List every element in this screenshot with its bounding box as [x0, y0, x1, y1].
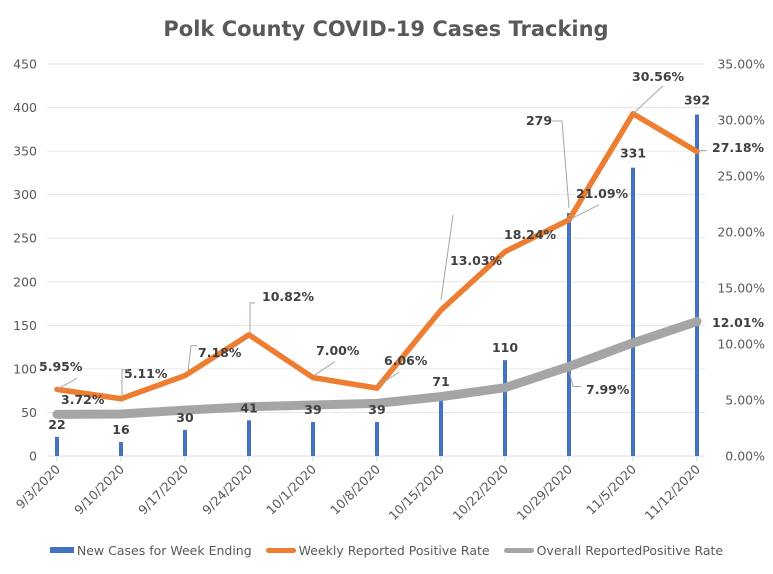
legend-item-overall-rate[interactable]: Overall ReportedPositive Rate: [503, 543, 724, 558]
bar: [503, 360, 507, 456]
left-axis-tick: 0: [29, 449, 37, 464]
right-axis: 0.00% 5.00% 10.00% 15.00% 20.00% 25.00% 30.00%…: [717, 57, 765, 464]
weekly-rate-data-label: 30.56%: [632, 69, 685, 84]
left-axis-tick: 150: [13, 318, 37, 333]
weekly-rate-data-label: 6.06%: [384, 353, 428, 368]
bars-series: [55, 114, 699, 456]
bar-data-label: 22: [48, 417, 65, 432]
legend-swatch-bar: [49, 547, 74, 553]
legend-swatch-line: [503, 548, 534, 553]
bar-data-label: 71: [432, 374, 449, 389]
right-axis-tick: 15.00%: [717, 281, 765, 296]
left-axis-tick: 50: [21, 405, 37, 420]
leader-line: [440, 214, 454, 301]
left-axis-tick: 100: [13, 361, 37, 376]
leader-line: [632, 85, 664, 115]
right-axis-tick: 10.00%: [717, 337, 765, 352]
bar: [567, 212, 571, 456]
leader-line: [249, 302, 255, 332]
leader-line: [568, 204, 600, 221]
bar: [439, 394, 443, 456]
x-axis-tick: 10/8/2020: [327, 461, 383, 517]
x-axis-tick: 10/15/2020: [386, 461, 448, 523]
legend-label: Overall ReportedPositive Rate: [536, 543, 724, 558]
bar: [695, 114, 699, 456]
x-axis-tick: 10/22/2020: [450, 461, 512, 523]
bar-data-label: 331: [620, 146, 646, 161]
bar: [631, 167, 635, 456]
bar-data-label: 279: [526, 113, 552, 128]
weekly-rate-data-label: 13.03%: [450, 253, 503, 268]
left-axis-tick: 350: [13, 144, 37, 159]
bar: [55, 436, 59, 456]
x-axis-tick: 11/5/2020: [583, 461, 639, 517]
bar-data-label: 41: [240, 400, 257, 415]
bar: [311, 422, 315, 456]
chart-title: Polk County COVID-19 Cases Tracking: [163, 17, 608, 41]
left-axis-tick: 250: [13, 231, 37, 246]
legend-item-weekly-rate[interactable]: Weekly Reported Positive Rate: [265, 543, 490, 558]
left-axis-tick: 450: [13, 57, 37, 72]
weekly-rate-data-label: 7.00%: [316, 343, 360, 358]
bar-data-label: 16: [112, 422, 130, 437]
bar-data-label: 30: [176, 410, 194, 425]
legend: New Cases for Week Ending Weekly Reporte…: [0, 541, 773, 558]
overall-rate-data-label: 7.99%: [586, 382, 630, 397]
right-axis-tick: 0.00%: [725, 449, 765, 464]
x-axis-tick: 10/29/2020: [514, 461, 576, 523]
leader-line: [121, 369, 128, 396]
bar-data-label: 110: [492, 340, 518, 355]
weekly-rate-data-label: 21.09%: [576, 186, 629, 201]
left-axis-tick: 200: [13, 274, 37, 289]
lines-series: [52, 110, 702, 419]
bar-data-label: 39: [304, 402, 321, 417]
bar-data-label: 392: [684, 93, 710, 108]
weekly-rate-data-label: 10.82%: [262, 289, 315, 304]
legend-label: New Cases for Week Ending: [76, 542, 252, 558]
left-axis-tick: 400: [13, 100, 37, 115]
x-axis-tick: 9/10/2020: [71, 461, 127, 517]
weekly-rate-data-label: 18.24%: [504, 227, 557, 242]
leader-line: [313, 361, 336, 377]
bar-data-label: 39: [368, 402, 385, 417]
legend-item-new-cases[interactable]: New Cases for Week Ending: [49, 542, 252, 558]
x-axis-tick: 9/17/2020: [135, 461, 191, 517]
leader-line: [552, 120, 570, 209]
weekly-rate-data-label: 7.18%: [198, 345, 242, 360]
weekly-rate-data-label: 27.18%: [712, 140, 765, 155]
overall-rate-data-label: 3.72%: [61, 392, 105, 407]
weekly-rate-line: [54, 110, 700, 402]
legend-label: Weekly Reported Positive Rate: [298, 543, 490, 558]
x-axis-tick: 9/3/2020: [13, 461, 63, 511]
weekly-rate-data-label: 5.95%: [39, 359, 83, 374]
bar: [119, 442, 123, 456]
x-axis-tick: 9/24/2020: [199, 461, 255, 517]
right-axis-tick: 30.00%: [717, 113, 765, 128]
leader-line: [378, 371, 400, 386]
right-axis-tick: 5.00%: [725, 393, 765, 408]
weekly-rate-data-label: 5.11%: [124, 366, 168, 381]
x-axis-tick: 10/1/2020: [263, 461, 319, 517]
x-axis-tick: 11/12/2020: [642, 461, 704, 523]
legend-swatch-line: [265, 548, 296, 553]
leader-line: [187, 345, 197, 372]
right-axis-tick: 25.00%: [717, 169, 765, 184]
overall-rate-data-label: 12.01%: [712, 315, 765, 330]
bar: [247, 420, 251, 456]
leader-line: [56, 377, 78, 390]
left-axis-tick: 300: [13, 187, 37, 202]
left-axis: 0 50 100 150 200 250 300 350 400 450: [13, 57, 37, 464]
overall-rate-line: [52, 316, 702, 419]
right-axis-tick: 35.00%: [717, 57, 765, 72]
right-axis-tick: 20.00%: [717, 225, 765, 240]
gridlines: [47, 63, 705, 457]
bar: [375, 422, 379, 456]
leader-line: [568, 370, 581, 388]
bar: [183, 429, 187, 456]
x-axis: 9/3/2020 9/10/2020 9/17/2020 9/24/2020 10/1/…: [13, 456, 703, 523]
data-labels: 22 16 30 41 39 39 71 110 279 331 392 5.95% 5.11% 7.18…: [39, 69, 765, 437]
